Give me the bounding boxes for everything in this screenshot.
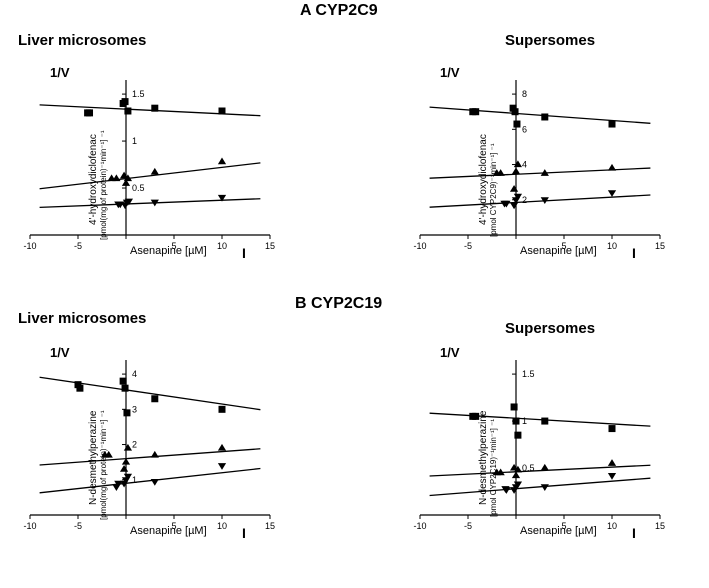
svg-text:15: 15 xyxy=(655,241,665,251)
svg-text:4: 4 xyxy=(522,160,527,170)
svg-text:10: 10 xyxy=(607,241,617,251)
svg-text:5: 5 xyxy=(561,241,566,251)
svg-text:-5: -5 xyxy=(74,241,82,251)
svg-text:-10: -10 xyxy=(413,521,426,531)
svg-text:-10: -10 xyxy=(23,521,36,531)
svg-text:-5: -5 xyxy=(74,521,82,531)
svg-text:-5: -5 xyxy=(464,241,472,251)
svg-text:15: 15 xyxy=(265,521,275,531)
subtitle-super-b: Supersomes xyxy=(505,320,595,337)
svg-text:4: 4 xyxy=(132,369,137,379)
svg-text:1: 1 xyxy=(132,136,137,146)
svg-text:10: 10 xyxy=(607,521,617,531)
svg-text:1: 1 xyxy=(522,416,527,426)
svg-text:2: 2 xyxy=(132,440,137,450)
svg-text:3: 3 xyxy=(132,404,137,414)
svg-text:15: 15 xyxy=(265,241,275,251)
svg-text:5: 5 xyxy=(171,241,176,251)
subtitle-liver-b: Liver microsomes xyxy=(18,310,146,327)
svg-text:-5: -5 xyxy=(464,521,472,531)
subtitle-liver-a: Liver microsomes xyxy=(18,32,146,49)
chart-b-right: 1/V N-desmethylperazine [pmol CYP2C19)⁻¹… xyxy=(410,340,670,540)
svg-text:-10: -10 xyxy=(23,241,36,251)
chart-a-right: 1/V 4'-hydroxydiclofenac [pmol CYP2C9)⁻¹… xyxy=(410,60,670,260)
chart-b-left: 1/V N-desmethylperazine [pmol(mg of prot… xyxy=(20,340,280,540)
svg-text:10: 10 xyxy=(217,241,227,251)
subtitle-super-a: Supersomes xyxy=(505,32,595,49)
svg-text:0.5: 0.5 xyxy=(132,183,145,193)
chart-a-left: 1/V 4'-hydroxydiclofenac [pmol(mg of pro… xyxy=(20,60,280,260)
svg-text:6: 6 xyxy=(522,124,527,134)
svg-text:1.5: 1.5 xyxy=(132,89,145,99)
svg-text:1.5: 1.5 xyxy=(522,369,535,379)
svg-text:15: 15 xyxy=(655,521,665,531)
panel-b-title: B CYP2C19 xyxy=(295,295,382,313)
svg-text:1: 1 xyxy=(132,475,137,485)
svg-text:2: 2 xyxy=(522,195,527,205)
svg-text:10: 10 xyxy=(217,521,227,531)
svg-text:-10: -10 xyxy=(413,241,426,251)
svg-text:5: 5 xyxy=(561,521,566,531)
svg-text:8: 8 xyxy=(522,89,527,99)
figure-root: A CYP2C9 Liver microsomes Supersomes 1/V… xyxy=(0,0,709,588)
svg-text:5: 5 xyxy=(171,521,176,531)
panel-a-title: A CYP2C9 xyxy=(300,2,378,20)
